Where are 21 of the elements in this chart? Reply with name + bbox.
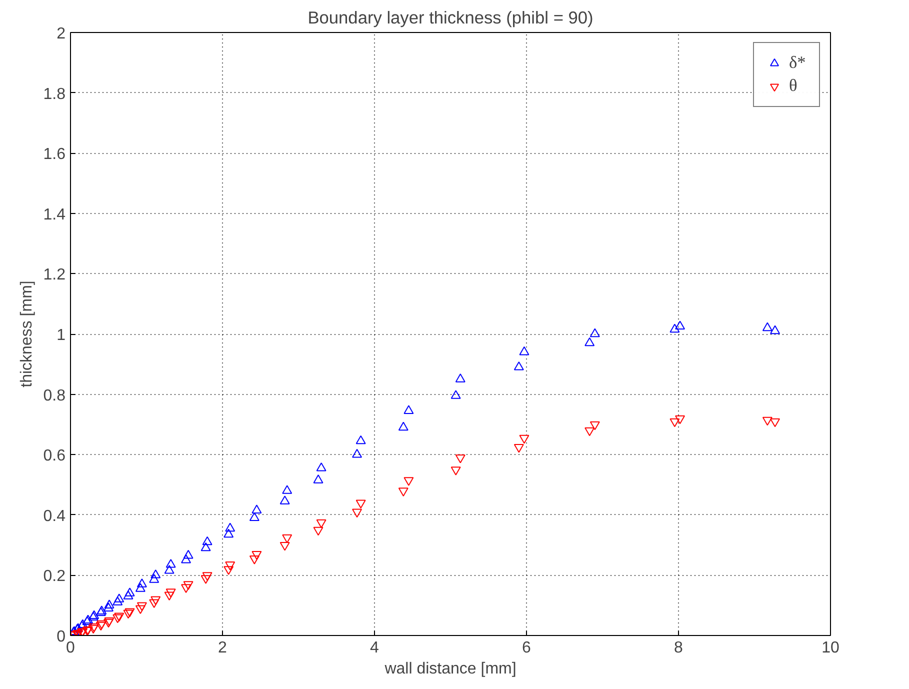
x-tick-label: 6 [522, 640, 532, 656]
x-axis-title: wall distance [mm] [384, 660, 516, 678]
y-tick-label: 1 [56, 327, 66, 344]
x-tick-label: 10 [822, 640, 840, 656]
y-tick-label: 0 [56, 628, 66, 646]
y-tick-label: 1.4 [43, 206, 66, 224]
y-tick-label: 0.8 [43, 387, 66, 404]
y-tick-label: 1.8 [43, 86, 66, 103]
chart-title: Boundary layer thickness (phibl = 90) [308, 8, 594, 28]
legend-label: θ [789, 76, 798, 96]
legend-label: δ* [789, 53, 807, 73]
y-tick-label: 0.6 [43, 448, 66, 465]
y-tick-label: 1.6 [43, 146, 66, 164]
x-tick-label: 4 [370, 640, 380, 656]
x-tick-label: 2 [218, 640, 228, 656]
y-tick-label: 1.2 [43, 266, 66, 284]
y-axis-title: thickness [mm] [18, 280, 36, 388]
y-tick-label: 0.2 [43, 568, 66, 586]
y-tick-label: 0.4 [43, 508, 66, 525]
x-tick-label: 8 [674, 640, 684, 656]
y-tick-label: 2 [56, 26, 66, 42]
